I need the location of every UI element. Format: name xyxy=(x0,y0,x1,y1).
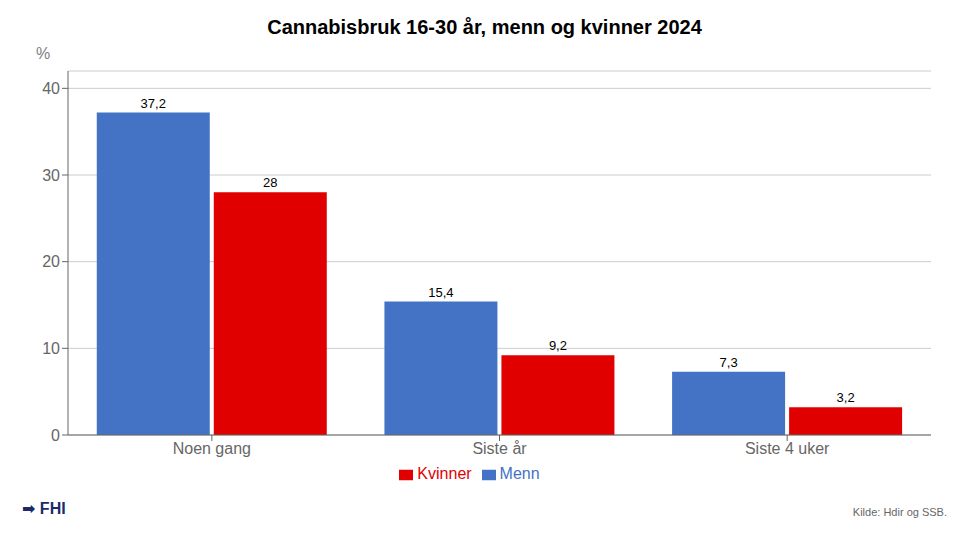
svg-text:7,3: 7,3 xyxy=(720,355,738,370)
svg-text:37,2: 37,2 xyxy=(141,96,166,111)
svg-text:Siste 4 uker: Siste 4 uker xyxy=(745,440,830,457)
html-text:Kilde: Hdir og SSB.: Kilde: Hdir og SSB. xyxy=(852,506,947,518)
html-text:Cannabisbruk 16-30 år, menn og: Cannabisbruk 16-30 år, menn og kvinner 2… xyxy=(267,16,702,38)
svg-text:3,2: 3,2 xyxy=(837,390,855,405)
svg-text:30: 30 xyxy=(42,167,60,184)
svg-text:Siste år: Siste år xyxy=(472,440,527,457)
html-text:➡ FHI: ➡ FHI xyxy=(22,500,66,517)
svg-text:0: 0 xyxy=(51,427,60,444)
svg-text:20: 20 xyxy=(42,253,60,270)
svg-text:28: 28 xyxy=(263,175,277,190)
svg-text:40: 40 xyxy=(42,80,60,97)
svg-text:%: % xyxy=(36,45,50,62)
html-text:Kvinner: Kvinner xyxy=(417,465,472,482)
html-text:Menn: Menn xyxy=(499,465,540,482)
svg-text:15,4: 15,4 xyxy=(428,285,453,300)
svg-text:9,2: 9,2 xyxy=(549,338,567,353)
svg-text:10: 10 xyxy=(42,340,60,357)
svg-text:Noen gang: Noen gang xyxy=(173,440,251,457)
